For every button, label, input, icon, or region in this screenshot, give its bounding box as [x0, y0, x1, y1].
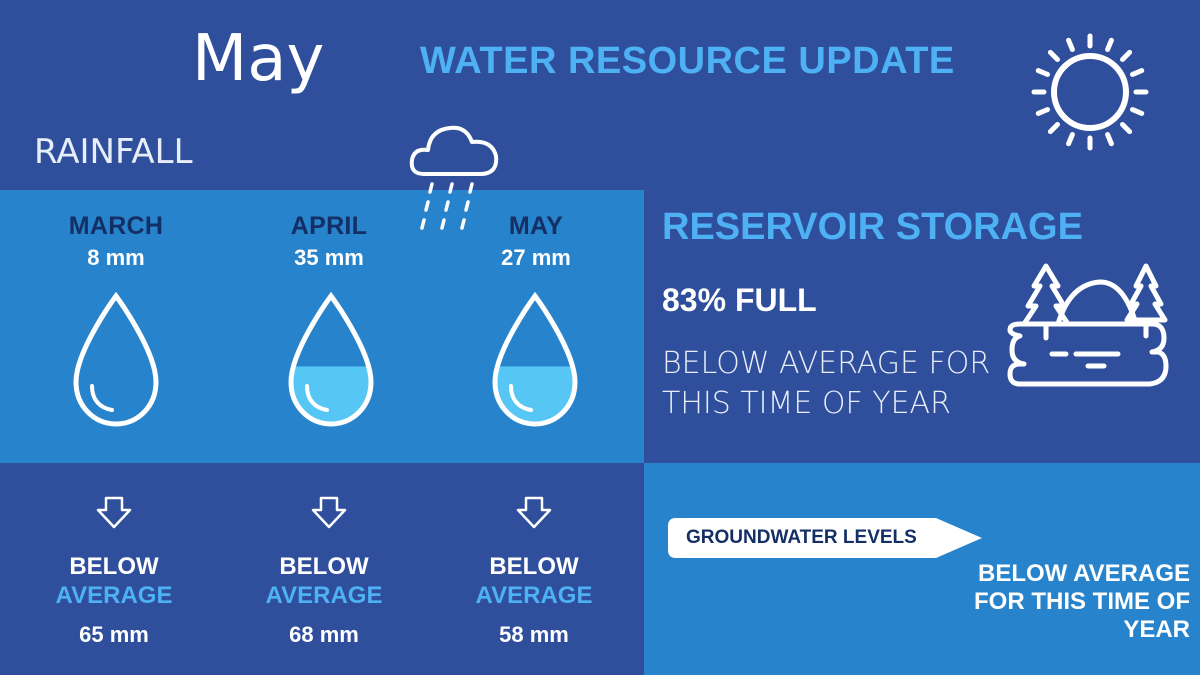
average-status-march: BELOW AVERAGE 65 mm — [14, 552, 214, 648]
average-amount: 68 mm — [289, 622, 359, 647]
rain-cloud-icon — [404, 112, 504, 242]
groundwater-tag: GROUNDWATER LEVELS — [666, 516, 984, 560]
reservoir-landscape-icon — [1000, 262, 1172, 394]
water-level-fill — [495, 366, 575, 424]
status-below: BELOW — [279, 553, 369, 580]
average-status-may: BELOW AVERAGE 58 mm — [434, 552, 634, 648]
water-drop-icon — [285, 292, 377, 428]
month-name: APRIL — [290, 212, 368, 240]
water-level-fill — [291, 366, 371, 424]
rainfall-amount: 8 mm — [87, 245, 145, 270]
average-amount: 65 mm — [79, 622, 149, 647]
water-drop-icon — [489, 292, 581, 428]
sun-icon — [1028, 30, 1152, 154]
page-title: WATER RESOURCE UPDATE — [420, 40, 955, 82]
average-amount: 58 mm — [499, 622, 569, 647]
water-drop-icon — [70, 292, 162, 428]
groundwater-panel — [644, 463, 1200, 675]
down-arrow-icon — [96, 496, 132, 530]
month-name: MARCH — [68, 212, 164, 240]
month-column-may: MAY 27 mm — [436, 212, 636, 271]
month-name: MAY — [508, 212, 564, 240]
month-column-march: MARCH 8 mm — [16, 212, 216, 271]
reservoir-title: RESERVOIR STORAGE — [662, 206, 1083, 248]
reservoir-level: 83% FULL — [662, 282, 817, 318]
rainfall-amount: 27 mm — [501, 245, 571, 270]
reservoir-description: BELOW AVERAGE FOR THIS TIME OF YEAR — [662, 346, 991, 421]
status-average: AVERAGE — [475, 582, 593, 609]
rainfall-label: RAINFALL — [34, 132, 193, 172]
month-column-april: APRIL 35 mm — [229, 212, 429, 271]
status-average: AVERAGE — [265, 582, 383, 609]
groundwater-description: BELOW AVERAGE FOR THIS TIME OF YEAR — [974, 560, 1190, 643]
month-title: May — [192, 22, 325, 96]
down-arrow-icon — [311, 496, 347, 530]
down-arrow-icon — [516, 496, 552, 530]
groundwater-label: GROUNDWATER LEVELS — [686, 527, 917, 548]
rainfall-amount: 35 mm — [294, 245, 364, 270]
average-status-april: BELOW AVERAGE 68 mm — [224, 552, 424, 648]
status-average: AVERAGE — [55, 582, 173, 609]
status-below: BELOW — [69, 553, 159, 580]
status-below: BELOW — [489, 553, 579, 580]
